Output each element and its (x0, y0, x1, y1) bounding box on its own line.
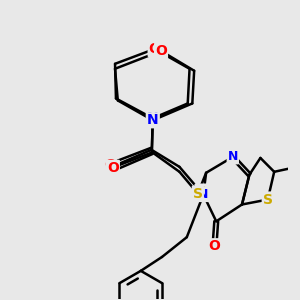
Text: O: O (104, 158, 116, 172)
Text: S: S (193, 187, 203, 201)
Text: N: N (147, 111, 159, 125)
Text: N: N (147, 113, 159, 127)
Text: O: O (149, 42, 161, 56)
Text: S: S (196, 184, 206, 199)
Text: O: O (107, 161, 119, 175)
Text: N: N (198, 188, 208, 201)
Text: O: O (208, 239, 220, 253)
Text: N: N (228, 150, 238, 164)
Text: O: O (155, 44, 167, 58)
Text: S: S (263, 193, 273, 206)
